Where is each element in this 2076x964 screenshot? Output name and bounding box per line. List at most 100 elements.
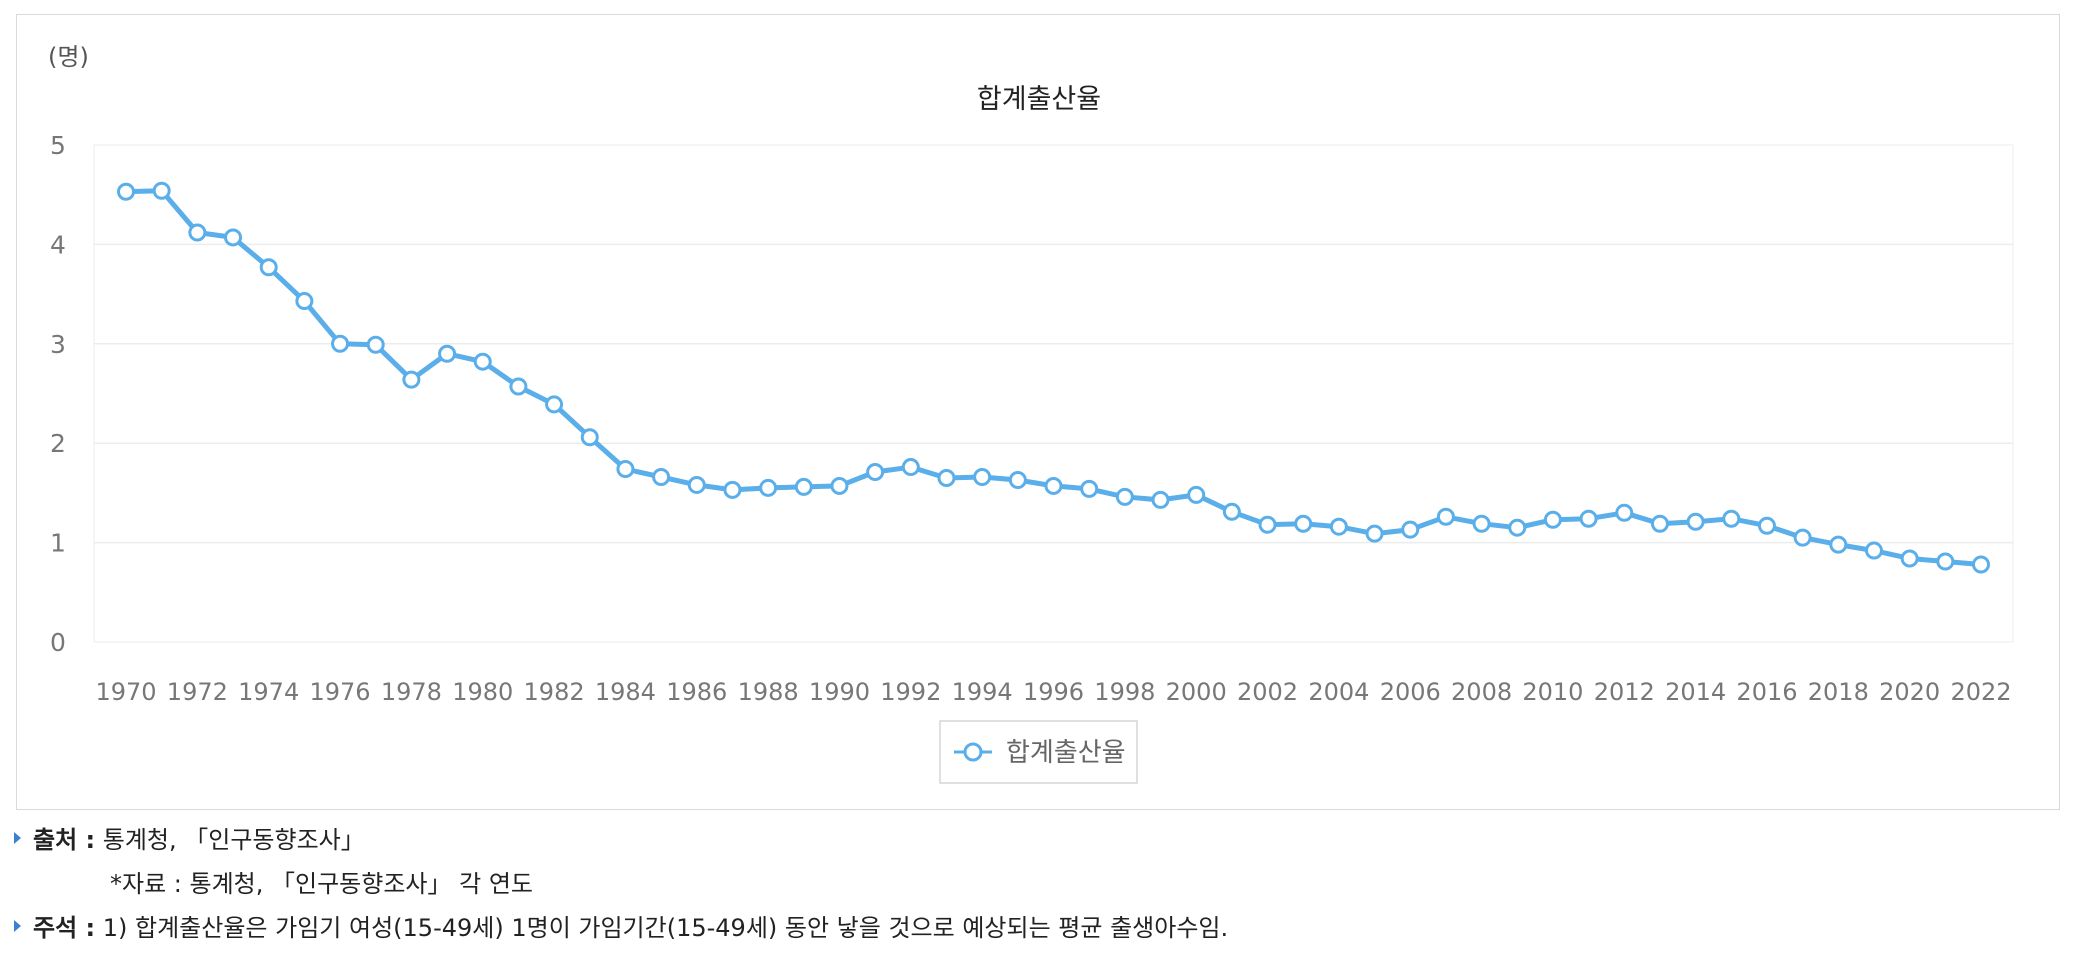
x-tick-label: 2006 <box>1380 678 1441 706</box>
data-point <box>1757 516 1776 535</box>
data-point <box>1686 512 1705 531</box>
bullet-icon <box>14 920 21 932</box>
x-tick-label: 1988 <box>738 678 799 706</box>
data-point <box>1793 528 1812 547</box>
x-tick-label: 2002 <box>1237 678 1298 706</box>
data-point <box>366 335 385 354</box>
data-point <box>1579 509 1598 528</box>
data-point <box>545 395 564 414</box>
source-sub-note: *자료 : 통계청, 「인구동향조사」 각 연도 <box>110 870 533 898</box>
data-point <box>259 258 278 277</box>
data-point <box>295 292 314 311</box>
y-unit-label: (명) <box>48 43 89 71</box>
note-text: 1) 합계출산율은 가임기 여성(15-49세) 1명이 가임기간(15-49세… <box>102 914 1229 942</box>
data-point <box>509 377 528 396</box>
data-point <box>1294 514 1313 533</box>
x-tick-label: 2004 <box>1308 678 1369 706</box>
data-point <box>1187 485 1206 504</box>
data-point <box>794 477 813 496</box>
legend-label: 합계출산율 <box>1006 738 1126 768</box>
data-point <box>1829 535 1848 554</box>
x-tick-label: 1996 <box>1023 678 1084 706</box>
data-point <box>1722 509 1741 528</box>
data-point <box>402 370 421 389</box>
data-point <box>152 181 171 200</box>
data-point <box>1258 515 1277 534</box>
data-point <box>866 463 885 482</box>
x-tick-label: 2000 <box>1166 678 1227 706</box>
legend-marker-icon <box>963 742 983 762</box>
data-point <box>1151 490 1170 509</box>
legend[interactable]: 합계출산율 <box>939 720 1138 784</box>
data-point <box>438 344 457 363</box>
data-point <box>901 458 920 477</box>
data-point <box>1222 502 1241 521</box>
data-point <box>830 476 849 495</box>
data-point <box>1115 487 1134 506</box>
chart-title: 합계출산율 <box>977 84 1101 115</box>
data-point <box>224 228 243 247</box>
data-point <box>1900 549 1919 568</box>
data-point <box>1508 518 1527 537</box>
data-point <box>652 467 671 486</box>
x-tick-label: 2020 <box>1879 678 1940 706</box>
plot-area-frame <box>93 144 2014 643</box>
data-point <box>687 475 706 494</box>
x-tick-label: 1984 <box>595 678 656 706</box>
y-tick-label: 1 <box>50 529 66 558</box>
data-point <box>1080 479 1099 498</box>
data-point <box>1008 470 1027 489</box>
x-tick-label: 2018 <box>1808 678 1869 706</box>
y-tick-label: 4 <box>50 230 66 259</box>
x-tick-label: 1978 <box>381 678 442 706</box>
x-tick-label: 1986 <box>666 678 727 706</box>
source-text: 통계청, 「인구동향조사」 <box>102 826 365 854</box>
x-tick-label: 1998 <box>1094 678 1155 706</box>
x-tick-label: 1970 <box>95 678 156 706</box>
x-tick-label: 1982 <box>524 678 585 706</box>
data-point <box>1044 476 1063 495</box>
bullet-icon <box>14 832 21 844</box>
chart-panel: (명) 합계출산율 0 1 2 3 4 5 1970 1972 1974 1976 1978 198… <box>16 14 2060 810</box>
data-point <box>1972 555 1990 574</box>
data-point <box>1543 510 1562 529</box>
x-tick-label: 2010 <box>1522 678 1583 706</box>
data-point <box>759 478 778 497</box>
note-label: 주석 : <box>33 914 96 942</box>
data-point <box>937 468 956 487</box>
x-axis-ticks: 1970 1972 1974 1976 1978 1980 1982 1984 1986 1988… <box>95 678 2011 706</box>
x-tick-label: 2014 <box>1665 678 1726 706</box>
data-point <box>616 460 635 479</box>
data-point <box>1936 552 1955 571</box>
y-tick-label: 2 <box>50 429 66 458</box>
data-point <box>1436 507 1455 526</box>
data-point <box>1615 503 1634 522</box>
series-layer <box>117 181 1990 574</box>
x-tick-label: 1974 <box>238 678 299 706</box>
data-point <box>973 467 992 486</box>
source-note: 출처 : 통계청, 「인구동향조사」 <box>14 820 365 855</box>
data-point <box>473 352 492 371</box>
x-tick-label: 1994 <box>952 678 1013 706</box>
data-point <box>1472 514 1491 533</box>
x-tick-label: 2022 <box>1950 678 2011 706</box>
x-tick-label: 2016 <box>1736 678 1797 706</box>
x-tick-label: 1980 <box>452 678 513 706</box>
x-tick-label: 1992 <box>880 678 941 706</box>
gridlines <box>93 144 2014 643</box>
data-point <box>723 480 742 499</box>
line-chart: (명) 합계출산율 0 1 2 3 4 5 1970 1972 1974 1976 1978 198… <box>48 43 2014 784</box>
data-point <box>188 223 207 242</box>
y-tick-label: 5 <box>50 131 66 160</box>
x-tick-label: 2008 <box>1451 678 1512 706</box>
data-point <box>1365 524 1384 543</box>
x-tick-label: 2012 <box>1594 678 1655 706</box>
x-tick-label: 1976 <box>309 678 370 706</box>
data-point <box>1329 517 1348 536</box>
data-point <box>1401 520 1420 539</box>
data-point <box>1650 514 1669 533</box>
x-tick-label: 1972 <box>167 678 228 706</box>
y-tick-label: 3 <box>50 330 66 359</box>
y-tick-label: 0 <box>50 628 66 657</box>
data-point <box>580 428 599 447</box>
